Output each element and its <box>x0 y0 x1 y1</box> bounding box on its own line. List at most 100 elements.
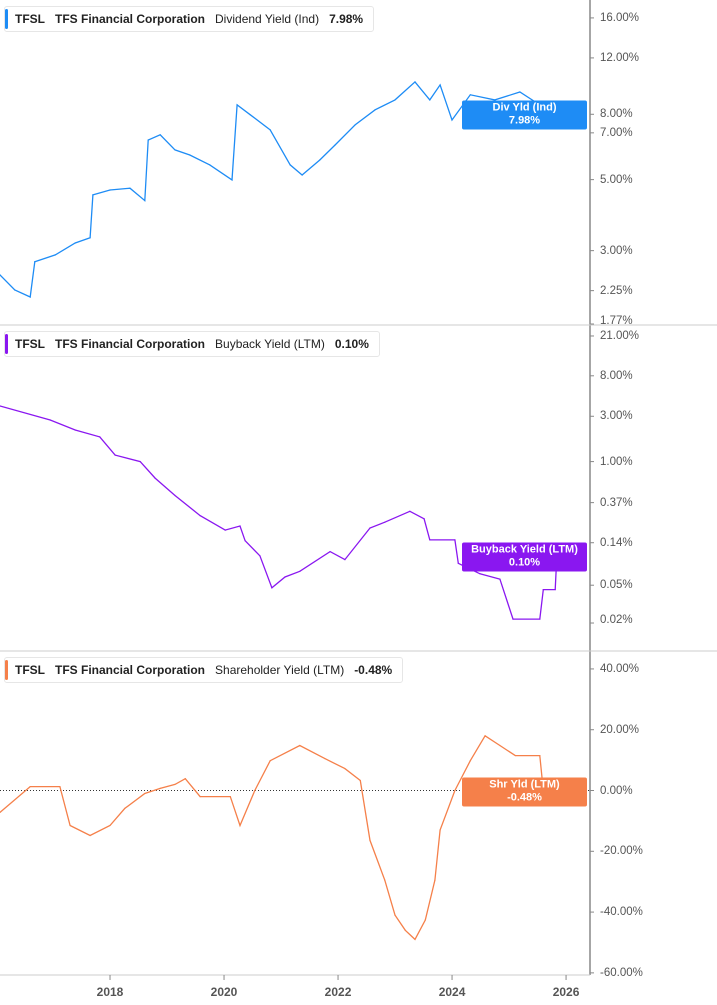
badge-value: 7.98% <box>508 114 541 127</box>
current-value-badge: Shr Yld (LTM) -0.48% <box>462 777 587 807</box>
data-point <box>74 242 76 244</box>
data-point <box>542 588 544 591</box>
data-point <box>499 578 501 580</box>
data-point <box>69 824 71 827</box>
data-point <box>0 405 1 407</box>
data-point <box>324 757 326 760</box>
y-tick-label: 20.00% <box>600 723 640 736</box>
legend-company: TFS Financial Corporation <box>55 337 206 351</box>
data-point <box>59 785 61 788</box>
y-tick-label: -40.00% <box>600 906 643 919</box>
data-point <box>89 237 91 239</box>
current-value-badge: Div Yld (Ind) 7.98% <box>462 100 587 130</box>
data-point <box>239 824 241 827</box>
x-tick-label: 2026 <box>552 985 580 999</box>
data-point <box>174 783 176 786</box>
y-tick-label: 2.25% <box>600 284 633 297</box>
legend-metric: Shareholder Yield (LTM) <box>215 663 345 677</box>
data-point <box>434 879 436 881</box>
y-tick-label: 5.00% <box>600 173 633 186</box>
data-point <box>414 81 416 83</box>
data-point <box>499 744 501 747</box>
legend-value: -0.48% <box>354 663 393 677</box>
data-point <box>254 789 256 792</box>
badge-label: Shr Yld (LTM) <box>489 778 560 791</box>
legend-box: TFSL TFS Financial Corporation Buyback Yie… <box>4 331 380 357</box>
data-point <box>199 515 201 517</box>
data-point <box>424 919 426 921</box>
y-tick-label: 21.00% <box>600 329 640 342</box>
data-point <box>439 84 441 86</box>
badge-label: Div Yld (Ind) <box>492 101 557 114</box>
y-tick-label: 0.05% <box>600 579 633 592</box>
data-point <box>269 760 271 762</box>
data-point <box>539 618 541 620</box>
data-point <box>89 834 91 837</box>
y-tick-label: -60.00% <box>600 966 643 979</box>
data-point <box>99 436 101 438</box>
data-point <box>479 573 481 575</box>
data-point <box>344 559 346 561</box>
y-tick-label: 8.00% <box>600 369 633 382</box>
y-tick-label: 8.00% <box>600 108 633 121</box>
current-value-badge: Buyback Yield (LTM) 0.10% <box>462 542 587 572</box>
y-tick-label: -20.00% <box>600 845 643 858</box>
data-point <box>429 539 431 541</box>
legend-color-bar <box>5 9 8 29</box>
data-point <box>139 460 141 463</box>
legend-ticker: TFSL <box>15 12 45 26</box>
data-point <box>319 159 321 161</box>
data-point <box>0 811 1 813</box>
data-point <box>374 109 376 111</box>
data-point <box>114 454 116 456</box>
data-point <box>29 296 31 298</box>
legend-value: 7.98% <box>329 12 364 26</box>
data-point <box>236 104 238 106</box>
badge-value: -0.48% <box>507 791 542 804</box>
legend-company: TFS Financial Corporation <box>55 663 206 677</box>
data-point <box>29 785 31 788</box>
legend-company: TFS Financial Corporation <box>55 12 206 26</box>
data-point <box>454 539 456 541</box>
data-point <box>209 164 211 166</box>
data-point <box>512 618 514 620</box>
x-tick-label: 2018 <box>96 985 124 999</box>
data-point <box>231 179 233 181</box>
data-point <box>404 929 406 931</box>
data-point <box>269 129 271 131</box>
badge-label: Buyback Yield (LTM) <box>471 543 578 556</box>
data-point <box>469 94 471 96</box>
y-tick-label: 0.02% <box>600 614 633 627</box>
data-point <box>539 754 541 757</box>
data-point <box>244 540 246 542</box>
data-point <box>174 494 176 497</box>
data-point <box>469 760 471 762</box>
data-point <box>423 518 425 520</box>
data-point <box>359 779 361 782</box>
data-point <box>299 570 301 572</box>
data-point <box>394 99 396 101</box>
data-point <box>394 914 396 916</box>
data-point <box>124 807 126 810</box>
data-point <box>14 289 16 291</box>
legend-value: 0.10% <box>334 337 369 351</box>
y-tick-label: 3.00% <box>600 244 633 257</box>
data-point <box>299 744 301 747</box>
y-tick-label: 7.00% <box>600 126 633 139</box>
data-point <box>54 254 56 256</box>
data-point <box>284 576 286 578</box>
data-point <box>229 795 231 798</box>
y-tick-label: 0.14% <box>600 536 633 549</box>
y-tick-label: 12.00% <box>600 51 640 64</box>
data-point <box>439 829 441 831</box>
y-tick-label: 16.00% <box>600 11 640 24</box>
data-point <box>224 529 226 531</box>
series-line-1 <box>0 405 571 620</box>
data-point <box>189 154 191 156</box>
data-point <box>429 99 431 101</box>
data-point <box>144 792 146 795</box>
data-point <box>384 521 386 523</box>
data-point <box>184 778 186 780</box>
data-point <box>49 419 51 421</box>
